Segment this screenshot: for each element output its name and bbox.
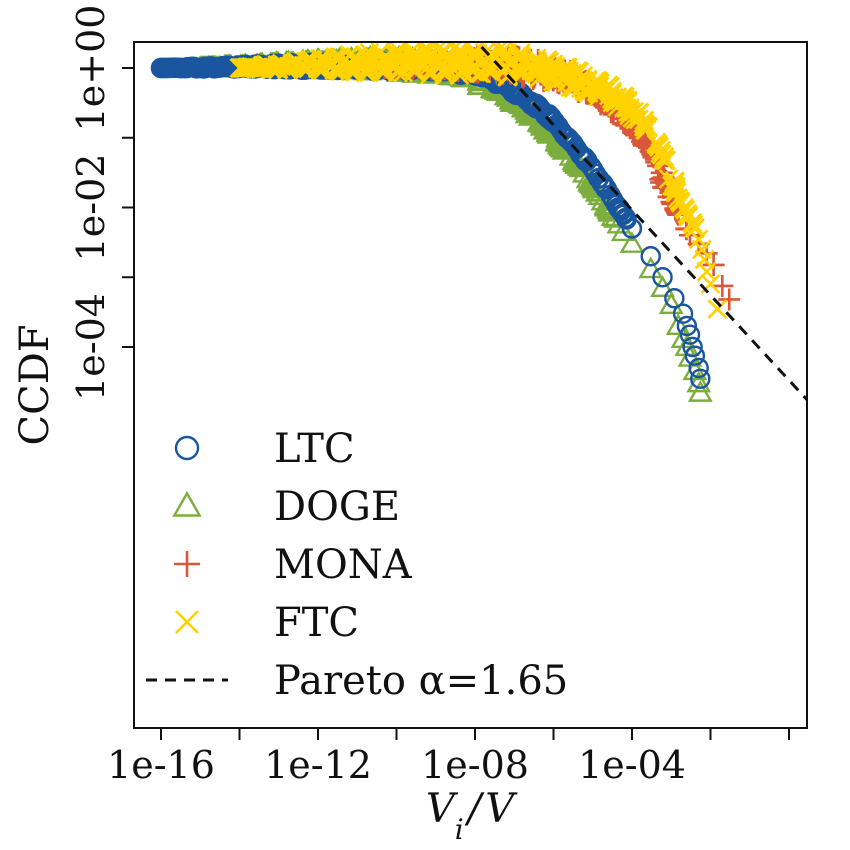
data-point bbox=[676, 315, 698, 337]
data-point bbox=[510, 43, 531, 63]
x-tick-label: 1e-12 bbox=[264, 743, 372, 787]
plot-frame bbox=[133, 41, 808, 729]
y-tick-label: 1e-04 bbox=[69, 293, 113, 401]
data-point bbox=[686, 370, 712, 393]
legend-label: FTC bbox=[274, 600, 359, 646]
axes: 1e-16 1e-12 1e-08 1e-04 1e-04 1e-02 1e+00 bbox=[69, 5, 790, 787]
data-point bbox=[658, 169, 679, 189]
data-point bbox=[665, 313, 691, 335]
data-point bbox=[653, 150, 674, 171]
data-point bbox=[688, 357, 709, 379]
reference-line-layer bbox=[480, 45, 807, 402]
data-point bbox=[682, 336, 703, 358]
data-point bbox=[638, 256, 664, 279]
pareto-reference-line bbox=[480, 45, 807, 402]
legend-swatch bbox=[174, 551, 200, 577]
data-point bbox=[707, 299, 728, 319]
legend-item-mona: MONA bbox=[174, 542, 413, 588]
x-tick-label: 1e-04 bbox=[578, 743, 686, 787]
series-ftc bbox=[229, 42, 728, 319]
legend-label: MONA bbox=[274, 542, 413, 588]
data-point bbox=[610, 219, 636, 242]
data-point bbox=[679, 324, 701, 345]
data-point bbox=[634, 110, 655, 131]
data-point bbox=[621, 218, 643, 239]
legend-swatch bbox=[175, 610, 199, 634]
legend-label: DOGE bbox=[274, 484, 400, 530]
legend-swatch bbox=[172, 490, 202, 517]
data-point bbox=[696, 261, 717, 282]
legend-label: LTC bbox=[274, 426, 355, 472]
data-point bbox=[684, 345, 706, 366]
y-tick-label: 1e+00 bbox=[69, 5, 113, 132]
legend-label: Pareto α=1.65 bbox=[274, 658, 568, 704]
data-point bbox=[619, 231, 645, 253]
data-point bbox=[640, 246, 661, 267]
x-tick-label: 1e-16 bbox=[107, 743, 215, 787]
y-tick-label: 1e-02 bbox=[69, 154, 113, 262]
legend-item-ftc: FTC bbox=[175, 600, 359, 646]
data-point bbox=[615, 207, 637, 229]
data-point bbox=[229, 58, 250, 78]
data-point bbox=[672, 303, 694, 324]
data-point bbox=[150, 57, 172, 79]
data-series-layer bbox=[150, 42, 741, 402]
legend-item-doge: DOGE bbox=[172, 484, 400, 530]
x-tick-label: 1e-08 bbox=[421, 743, 529, 787]
data-point bbox=[711, 274, 734, 297]
data-point bbox=[678, 206, 699, 227]
legend: LTC DOGE MONA FTC Pareto α=1.65 bbox=[146, 426, 568, 704]
data-point bbox=[718, 288, 741, 311]
data-point bbox=[652, 267, 673, 288]
data-point bbox=[684, 218, 705, 239]
legend-item-ltc: LTC bbox=[174, 426, 355, 472]
data-point bbox=[687, 380, 713, 402]
data-point bbox=[650, 275, 675, 298]
legend-swatch bbox=[174, 435, 200, 461]
data-point bbox=[664, 288, 685, 309]
legend-item-pareto: Pareto α=1.65 bbox=[146, 658, 568, 704]
y-axis-title: CCDF bbox=[12, 324, 58, 445]
data-point bbox=[694, 249, 715, 270]
x-axis-title: Vi / V bbox=[426, 786, 518, 846]
data-point bbox=[662, 175, 682, 196]
data-point bbox=[658, 292, 684, 314]
data-point bbox=[690, 368, 711, 390]
